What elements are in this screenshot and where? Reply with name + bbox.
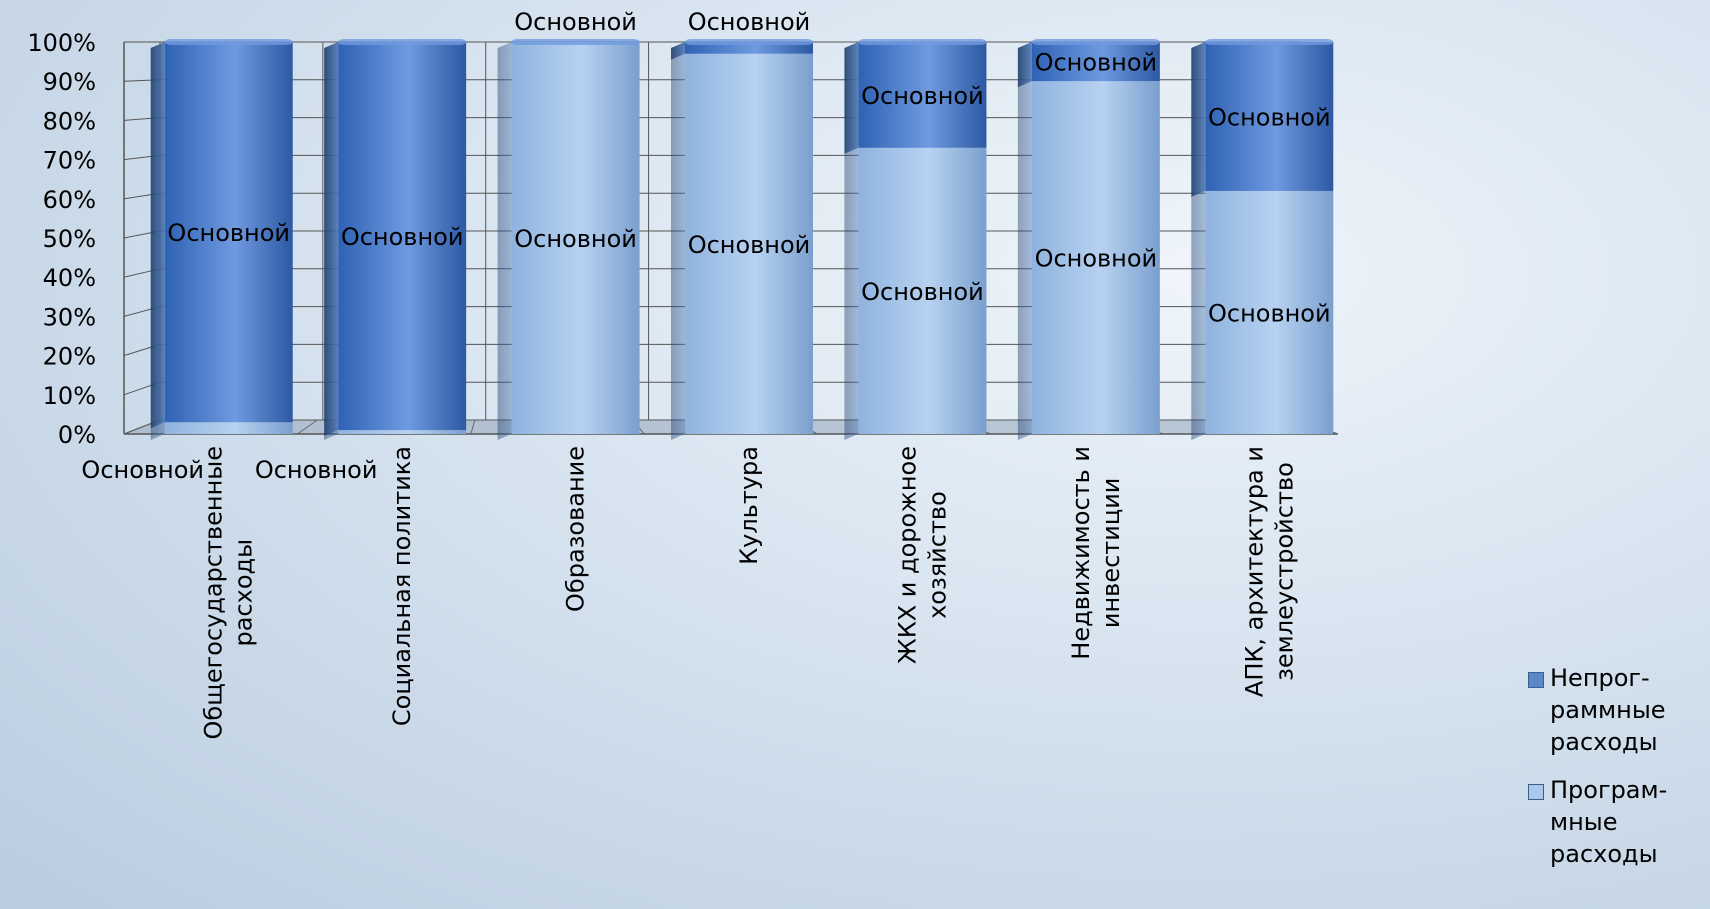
bar-nonprogram-0 [164, 42, 293, 423]
data-label-nonprogram-0: Основной [167, 219, 290, 247]
floor-divider [470, 419, 476, 435]
bar-side-6 [1191, 190, 1206, 440]
bar-cap-0 [164, 39, 293, 45]
bar-cap-3 [685, 39, 813, 45]
bar-side-4 [844, 147, 859, 440]
bar-program-2 [511, 42, 640, 434]
bar-side-0 [150, 42, 165, 429]
y-tick-label: 50% [43, 225, 96, 253]
data-label-program-0: Основной [81, 456, 204, 484]
bar-program-4 [858, 147, 987, 434]
bar-program-5 [1031, 81, 1160, 434]
data-label-program-5: Основной [1035, 245, 1158, 273]
bar-side-3 [671, 53, 685, 440]
data-label-nonprogram-3: Основной [688, 8, 811, 36]
bar-cap-5 [1031, 39, 1160, 45]
y-tick-label: 20% [43, 343, 96, 371]
bar-program-6 [1205, 190, 1334, 434]
data-label-program-6: Основной [1208, 299, 1331, 327]
category-label-2: Образование [562, 446, 590, 612]
y-tick-label: 10% [43, 382, 96, 410]
bar-nonprogram-4 [858, 42, 987, 148]
legend-label-program: Програм- мные расходы [1550, 776, 1668, 868]
legend-swatch-nonprogram [1528, 672, 1544, 688]
bar-side-5 [1017, 81, 1032, 440]
bar-side-2 [497, 42, 512, 440]
bar-side-0 [150, 422, 165, 440]
bar-side-3 [671, 42, 685, 60]
bar-cap-6 [1205, 39, 1334, 45]
y-tick-label: 0% [58, 421, 96, 449]
bar-side-1 [324, 430, 339, 440]
data-label-program-4: Основной [861, 278, 984, 306]
bar-side-6 [1191, 42, 1206, 197]
floor-divider [297, 419, 318, 435]
bar-nonprogram-6 [1205, 42, 1334, 191]
y-tick-label: 40% [43, 264, 96, 292]
data-label-nonprogram-4: Основной [861, 82, 984, 110]
legend-item-nonprogram: Непрог- раммные расходы [1528, 662, 1708, 758]
y-tick-label: 80% [43, 107, 96, 135]
category-label-0: Общегосударственныерасходы [200, 446, 258, 739]
legend-swatch-program [1528, 784, 1544, 800]
legend-item-program: Програм- мные расходы [1528, 774, 1708, 870]
bar-nonprogram-3 [685, 42, 813, 54]
bar-side-4 [844, 42, 859, 154]
bar-nonprogram-5 [1031, 42, 1160, 82]
y-tick-label: 90% [43, 68, 96, 96]
data-label-nonprogram-6: Основной [1208, 103, 1331, 131]
chart-bars [150, 39, 1334, 440]
category-label-6: АПК, архитектура иземлеустройство [1240, 446, 1298, 697]
category-label-5: Недвижимость иинвестиции [1067, 446, 1125, 660]
data-label-program-3: Основной [688, 231, 811, 259]
data-label-nonprogram-1: Основной [341, 223, 464, 251]
chart-legend: Непрог- раммные расходы Програм- мные ра… [1528, 662, 1708, 886]
category-label-4: ЖКХ и дорожноехозяйство [893, 446, 951, 664]
bar-program-0 [164, 422, 293, 434]
data-label-program-2: Основной [514, 225, 637, 253]
bar-cap-1 [338, 39, 467, 45]
y-tick-label: 30% [43, 303, 96, 331]
y-tick-label: 70% [43, 147, 96, 175]
bar-cap-4 [858, 39, 987, 45]
bar-program-3 [685, 53, 813, 434]
y-tick-label: 100% [27, 29, 96, 57]
data-label-nonprogram-2: Основной [514, 8, 637, 36]
data-label-nonprogram-5: Основной [1035, 49, 1158, 77]
data-label-program-1: Основной [255, 456, 378, 484]
bar-program-1 [338, 430, 467, 434]
y-tick-label: 60% [43, 186, 96, 214]
bar-side-5 [1017, 42, 1032, 88]
chart-labels: 0% 10% 20% 30% 40% 50% 60% 70% 80% 90% 100% Основно… [27, 8, 1330, 739]
legend-label-nonprogram: Непрог- раммные расходы [1550, 664, 1666, 756]
bar-nonprogram-1 [338, 42, 467, 431]
category-label-3: Культура [735, 446, 763, 565]
bar-side-1 [324, 42, 339, 437]
bar-cap-2 [511, 39, 640, 45]
category-label-1: Социальная политика [388, 446, 416, 726]
